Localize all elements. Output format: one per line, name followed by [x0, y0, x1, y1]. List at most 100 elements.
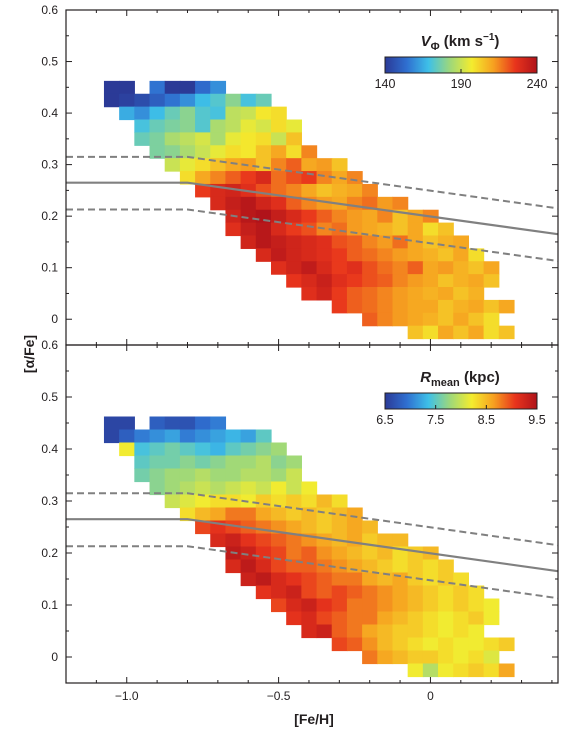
- y-axis-title: [α/Fe]: [21, 335, 37, 373]
- heatmap-cell: [392, 196, 409, 211]
- heatmap-cell: [346, 559, 363, 574]
- heatmap-cell: [316, 248, 333, 262]
- heatmap-cell: [468, 598, 485, 613]
- heatmap-cell: [301, 559, 318, 574]
- heatmap-cell: [179, 442, 196, 457]
- heatmap-cell: [438, 261, 454, 275]
- heatmap-cell: [362, 637, 378, 652]
- heatmap-cell: [377, 598, 394, 613]
- heatmap-cell: [422, 299, 439, 314]
- heatmap-cell: [255, 455, 272, 470]
- heatmap-cell: [286, 158, 302, 172]
- heatmap-cell: [331, 559, 348, 574]
- heatmap-cell: [407, 546, 424, 561]
- heatmap-cell: [483, 299, 500, 314]
- heatmap-cell: [407, 235, 424, 249]
- heatmap-cell: [438, 248, 454, 262]
- heatmap-cell: [316, 209, 333, 224]
- heatmap-cell: [301, 572, 318, 587]
- heatmap-cell: [134, 119, 151, 133]
- colorbar: 140 190 240 VΦ (km s−1): [375, 32, 548, 91]
- heatmap-cell: [255, 494, 272, 509]
- heatmap-cell: [255, 196, 272, 211]
- heatmap-cell: [179, 145, 196, 159]
- heatmap-cell: [422, 663, 439, 678]
- heatmap-cell: [316, 171, 333, 185]
- heatmap-cell: [453, 287, 470, 301]
- heatmap-cell: [453, 663, 470, 678]
- heatmap-cell: [164, 416, 181, 431]
- heatmap-cell: [301, 481, 318, 496]
- heatmap-cell: [271, 171, 287, 185]
- heatmap-cell: [210, 80, 227, 95]
- heatmap-cell: [316, 261, 333, 275]
- heatmap-cell: [271, 106, 287, 121]
- boundary-lines: [66, 155, 558, 262]
- heatmap-cell: [225, 559, 242, 574]
- heatmap-cell: [468, 287, 485, 301]
- heatmap-cell: [468, 325, 485, 340]
- y-tick-label: 0: [51, 312, 58, 326]
- solid-boundary-line: [66, 181, 558, 236]
- y-tick-label: 0.3: [41, 158, 58, 172]
- heatmap-cells: [103, 416, 515, 678]
- heatmap-cell: [407, 572, 424, 587]
- heatmap-cell: [377, 533, 394, 548]
- heatmap-cell: [286, 183, 302, 198]
- heatmap-cell: [225, 93, 242, 108]
- heatmap-cell: [362, 274, 378, 288]
- heatmap-cell: [331, 585, 348, 600]
- heatmap-cell: [331, 546, 348, 561]
- heatmap-cell: [392, 624, 409, 639]
- heatmap-cell: [255, 533, 272, 548]
- heatmap-cell: [255, 93, 272, 108]
- colorbar-tick-label: 140: [375, 77, 396, 91]
- heatmap-cell: [301, 158, 318, 172]
- heatmap-cell: [286, 611, 302, 626]
- heatmap-cell: [331, 520, 348, 535]
- heatmap-cell: [240, 158, 257, 172]
- heatmap-cell: [103, 429, 120, 444]
- heatmap-cell: [225, 106, 242, 121]
- heatmap-cell: [286, 598, 302, 613]
- heatmap-cell: [286, 222, 302, 237]
- heatmap-cell: [179, 429, 196, 444]
- heatmap-cell: [134, 468, 151, 483]
- bottom-panel: 0 0.1 0.2 0.3 0.4 0.5 0.6 −1.0 −0.5 0 6.5 7.5 8.5 9.5…: [41, 338, 559, 703]
- heatmap-cell: [468, 637, 485, 652]
- heatmap-cell: [468, 650, 485, 665]
- heatmap-cell: [179, 507, 196, 522]
- heatmap-cell: [392, 312, 409, 327]
- y-tick-label: 0.4: [41, 106, 58, 120]
- heatmap-cell: [407, 598, 424, 613]
- heatmap-cell: [362, 546, 378, 561]
- heatmap-cell: [164, 468, 181, 483]
- heatmap-cell: [316, 274, 333, 288]
- heatmap-cell: [346, 585, 363, 600]
- heatmap-cell: [331, 183, 348, 198]
- heatmap-cell: [255, 520, 272, 535]
- heatmap-cell: [210, 416, 227, 431]
- heatmap-cell: [179, 158, 196, 172]
- heatmap-cell: [316, 158, 333, 172]
- heatmap-cell: [453, 235, 470, 249]
- heatmap-cell: [377, 312, 394, 327]
- heatmap-cell: [407, 312, 424, 327]
- heatmap-cell: [453, 261, 470, 275]
- heatmap-cell: [407, 585, 424, 600]
- heatmap-cell: [225, 468, 242, 483]
- heatmap-cell: [271, 507, 287, 522]
- colorbar-tick-label: 6.5: [376, 413, 393, 427]
- heatmap-cell: [286, 572, 302, 587]
- heatmap-cell: [255, 132, 272, 146]
- heatmap-cell: [453, 312, 470, 327]
- heatmap-cell: [438, 663, 454, 678]
- heatmap-cell: [195, 455, 211, 470]
- heatmap-cell: [453, 325, 470, 340]
- heatmap-cell: [453, 650, 470, 665]
- heatmap-cell: [255, 183, 272, 198]
- heatmap-cell: [240, 145, 257, 159]
- heatmap-cell: [438, 312, 454, 327]
- heatmap-cell: [179, 80, 196, 95]
- heatmap-cell: [286, 520, 302, 535]
